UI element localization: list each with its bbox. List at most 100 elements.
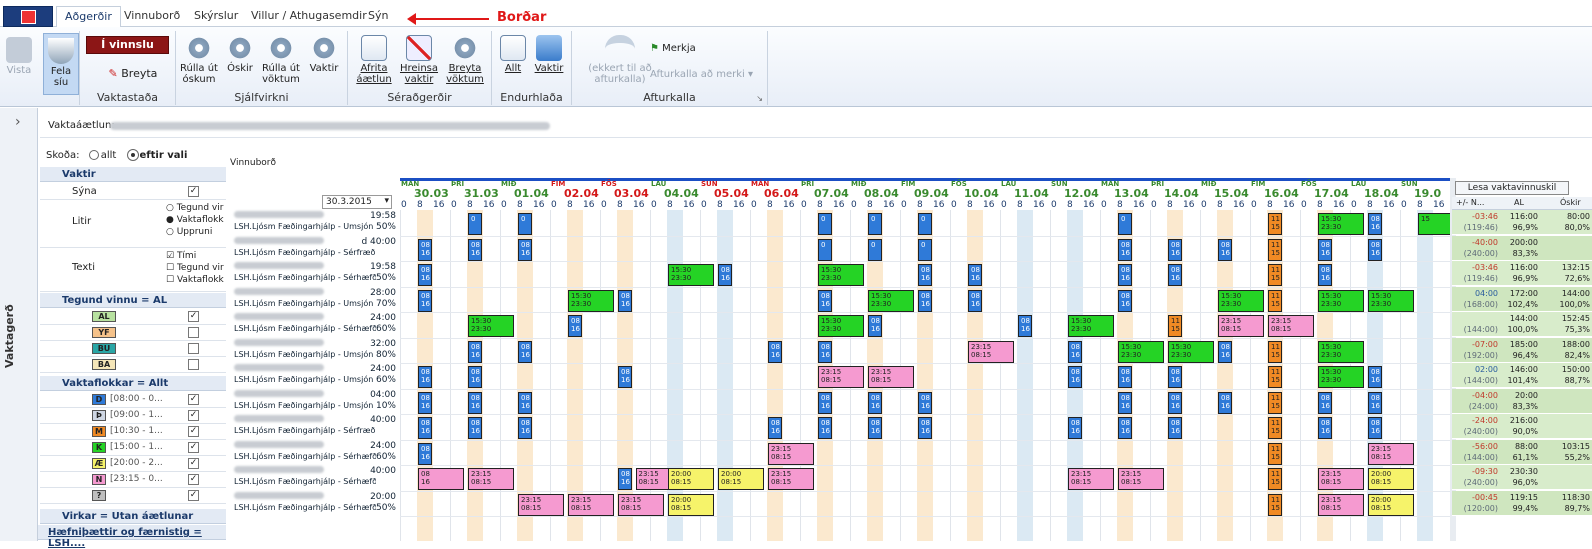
shift-block-D[interactable]: 08 16 [1368,366,1382,388]
application-menu-button[interactable] [3,6,53,27]
shift-block-D[interactable]: 08 16 [468,391,482,414]
shift-block-D[interactable]: 08 16 [468,366,482,388]
shift-block-D[interactable]: 08 16 [1168,417,1182,439]
shift-block-D[interactable]: 08 16 [468,340,482,363]
merkja-button[interactable]: ⚑ Merkja [650,43,696,54]
texti-options[interactable]: ☑ Tími ☐ Tegund vir ☐ Vaktaflokk [166,251,224,285]
shift-block-M[interactable]: 11 15 [1268,391,1282,414]
afrita-aaetlun-button[interactable]: Afrita áætlun [354,35,394,85]
shift-block-Y[interactable]: 20:00 08:15 [718,468,764,490]
rulla-ut-oskum-button[interactable]: Rúlla út óskum [178,35,220,85]
shift-block-D[interactable]: 08 16 [418,264,432,286]
shift-block-D[interactable]: 08 16 [718,264,732,286]
vista-button[interactable]: Vista [4,37,34,76]
shift-block-D[interactable]: 08 16 [1118,289,1132,312]
shift-block-N[interactable]: 23:15 08:15 [968,340,1014,363]
shift-block-M[interactable]: 11 15 [1268,417,1282,439]
shift-block-Y[interactable]: 20:00 08:15 [668,468,714,490]
tab-villur[interactable]: Villur / Athugasemdir [251,9,367,22]
section-virkar[interactable]: Virkar = Utan áætlunar [40,509,226,524]
shift-block-D[interactable]: 08 16 [818,391,832,414]
shift-block-K[interactable]: 15:30 23:30 [468,315,514,337]
section-vaktir[interactable]: Vaktir [40,167,226,182]
shift-block-D[interactable]: 08 16 [418,238,432,261]
shift-block-N[interactable]: 23:15 08:15 [868,366,914,388]
employee-row[interactable]: LSH.Ljósm Fæðingarhjálp - Sérfræðiljósmó… [234,236,398,261]
shift-block-D[interactable]: 08 16 [518,340,532,363]
tegund-checkbox[interactable] [188,359,199,370]
vaktir-button[interactable]: Vaktir [306,35,342,74]
dialog-launcher-icon[interactable]: ↘ [756,94,763,103]
shift-block-K[interactable]: 15:30 23:30 [1118,340,1164,363]
section-vaktaflokkar[interactable]: Vaktaflokkar = Allt [40,376,226,391]
shift-block-N[interactable]: 23:15 08:15 [1218,315,1264,337]
shift-block-D[interactable]: 08 16 [1168,238,1182,261]
section-tegund-vinnu[interactable]: Tegund vinnu = AL [40,293,226,308]
tegund-checkbox[interactable] [188,343,199,354]
tegund-checkbox[interactable]: ✓ [188,311,199,322]
shift-block-K[interactable]: 15:30 23:30 [1318,213,1364,235]
shift-block-M[interactable]: 11 15 [1268,213,1282,235]
shift-block-D[interactable]: 08 16 [818,417,832,439]
litir-options[interactable]: ○ Tegund vir ● Vaktaflokk ○ Uppruni [166,203,224,237]
shift-block-N[interactable]: 23:15 08:15 [618,493,664,516]
shift-block-D[interactable]: 08 16 [618,366,632,388]
shift-block-D[interactable]: 08 16 [1118,264,1132,286]
employee-row[interactable]: LSH.Ljósm Fæðingarhjálp - Sérhæfð va 24:0… [234,312,398,337]
employee-row[interactable]: LSH.Ljósm Fæðingarhjálp - Umsjón 1 04:00 1… [234,389,398,414]
shift-block-D[interactable]: 08 16 [418,366,432,388]
shift-block-D[interactable]: 0 [1118,213,1132,235]
shift-block-D[interactable]: 08 16 [868,417,882,439]
vaktaflokkur-checkbox[interactable]: ✓ [188,410,199,421]
vaktaflokkur-checkbox[interactable]: ✓ [188,426,199,437]
shift-block-D[interactable]: 0 [918,213,932,235]
oskir-button[interactable]: Óskir [222,35,258,74]
shift-block-K[interactable]: 15:30 23:30 [818,315,864,337]
syna-checkbox[interactable]: ✓ [188,186,199,197]
shift-block-D[interactable]: 08 16 [1218,340,1232,363]
shift-block-K[interactable]: 15:30 23:30 [1318,366,1364,388]
shift-block-D[interactable]: 08 16 [418,391,432,414]
shift-block-D[interactable]: 08 16 [1318,391,1332,414]
tegund-checkbox[interactable] [188,327,199,338]
shift-block-N[interactable]: 23:15 08:15 [468,468,514,490]
shift-block-D[interactable]: 08 16 [768,340,782,363]
shift-block-K[interactable]: 15:30 23:30 [1368,289,1414,312]
vaktaflokkur-checkbox[interactable]: ✓ [188,474,199,485]
shift-block-Y[interactable]: 20:00 08:15 [668,493,714,516]
shift-block-D[interactable]: 08 16 [518,417,532,439]
shift-block-N[interactable]: 23:15 08:15 [1118,468,1164,490]
shift-block-D[interactable]: 08 16 [418,417,432,439]
shift-block-D[interactable]: 08 16 [1368,238,1382,261]
shift-block-D[interactable]: 08 16 [1068,417,1082,439]
allt-button[interactable]: Allt [498,35,528,74]
shift-block-D[interactable]: 08 16 [1368,391,1382,414]
chevron-right-icon[interactable]: › [15,114,21,130]
shift-block-D[interactable]: 08 16 [1218,238,1232,261]
shift-block-D[interactable]: 08 16 [618,289,632,312]
shift-block-D[interactable]: 08 16 [468,417,482,439]
tab-skyrslur[interactable]: Skýrslur [194,9,239,22]
shift-block-D[interactable]: 0 [918,238,932,261]
endurhlada-vaktir-button[interactable]: Vaktir [532,35,566,74]
shift-block-M[interactable]: 11 15 [1268,264,1282,286]
shift-block-D[interactable]: 08 16 [1018,315,1032,337]
shift-block-D[interactable]: 08 16 [1118,391,1132,414]
shift-block-N[interactable]: 23:15 08:15 [1268,315,1314,337]
shift-block-D[interactable]: 08 16 [1168,264,1182,286]
shift-block-D[interactable]: 08 16 [818,340,832,363]
shift-block-D[interactable]: 08 16 [1168,366,1182,388]
shift-block-D[interactable]: 08 16 [1318,238,1332,261]
shift-block-D[interactable]: 08 16 [918,391,932,414]
fela-siu-button[interactable]: Fela síu [43,33,79,95]
shift-block-M[interactable]: 11 15 [1168,315,1182,337]
shift-block-D[interactable]: 08 16 [868,315,882,337]
shift-block-K[interactable]: 15:30 23:30 [1318,340,1364,363]
lesa-vaktavinnuskil-button[interactable]: Lesa vaktavinnuskil [1455,181,1569,195]
employee-row[interactable]: LSH.Ljósm Fæðingarhjálp - Umsjón 2 19:58 5… [234,210,398,235]
shift-block-K[interactable]: 15:30 23:30 [1068,315,1114,337]
i-vinnslu-button[interactable]: Í vinnslu [86,36,169,54]
shift-block-D[interactable]: 08 16 [618,468,632,490]
shift-block-M[interactable]: 11 15 [1268,493,1282,516]
shift-block-N[interactable]: 23:15 08:15 [1368,442,1414,465]
